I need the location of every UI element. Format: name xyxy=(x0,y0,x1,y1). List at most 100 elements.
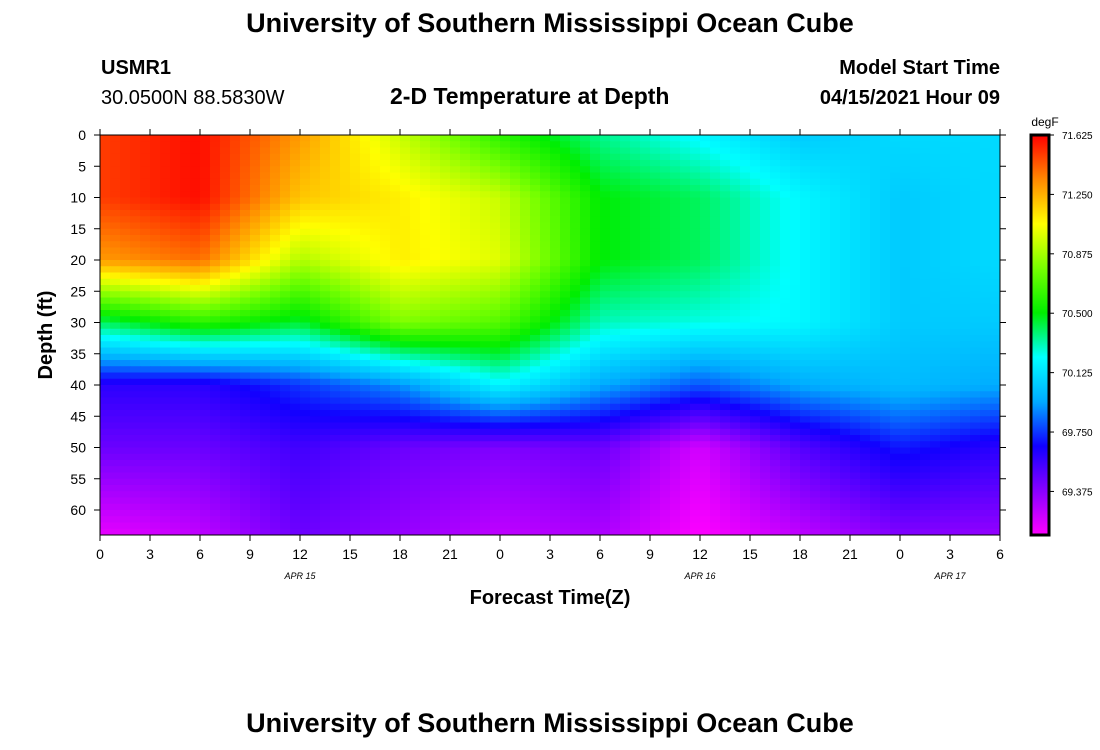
heatmap-cell xyxy=(460,335,471,342)
heatmap-cell xyxy=(220,460,231,467)
heatmap-cell xyxy=(990,416,1000,424)
heatmap-cell xyxy=(330,260,341,267)
heatmap-cell xyxy=(180,316,191,324)
heatmap-cell xyxy=(980,185,991,192)
heatmap-cell xyxy=(660,260,671,267)
heatmap-cell xyxy=(220,141,231,149)
heatmap-cell xyxy=(380,360,391,367)
heatmap-cell xyxy=(610,341,621,349)
heatmap-cell xyxy=(690,316,701,324)
heatmap-cell xyxy=(340,378,351,386)
heatmap-cell xyxy=(730,466,741,474)
heatmap-cell xyxy=(620,191,631,199)
heatmap-cell xyxy=(290,310,301,317)
heatmap-cell xyxy=(630,197,641,205)
heatmap-cell xyxy=(240,260,251,267)
heatmap-cell xyxy=(190,285,201,292)
heatmap-cell xyxy=(400,322,411,330)
heatmap-cell xyxy=(350,378,361,386)
heatmap-cell xyxy=(100,135,111,142)
heatmap-cell xyxy=(430,360,441,367)
heatmap-cell xyxy=(250,153,261,161)
heatmap-cell xyxy=(990,222,1000,230)
heatmap-cell xyxy=(390,428,401,436)
heatmap-cell xyxy=(870,147,881,155)
heatmap-cell xyxy=(460,347,471,355)
heatmap-cell xyxy=(230,303,241,311)
heatmap-cell xyxy=(300,141,311,149)
heatmap-cell xyxy=(850,397,861,405)
heatmap-cell xyxy=(540,310,551,317)
heatmap-cell xyxy=(930,347,941,355)
heatmap-cell xyxy=(940,316,951,324)
heatmap-cell xyxy=(610,153,621,161)
heatmap-cell xyxy=(420,422,431,430)
heatmap-cell xyxy=(900,360,911,367)
heatmap-cell xyxy=(800,466,811,474)
heatmap-cell xyxy=(520,353,531,361)
heatmap-cell xyxy=(310,266,321,274)
heatmap-cell xyxy=(440,372,451,380)
heatmap-cell xyxy=(960,360,971,367)
heatmap-cell xyxy=(780,197,791,205)
heatmap-cell xyxy=(100,335,111,342)
heatmap-cell xyxy=(730,160,741,167)
heatmap-cell xyxy=(590,266,601,274)
heatmap-cell xyxy=(160,453,171,461)
heatmap-cell xyxy=(840,453,851,461)
heatmap-cell xyxy=(300,303,311,311)
heatmap-cell xyxy=(540,391,551,399)
heatmap-cell xyxy=(920,403,931,411)
heatmap-cell xyxy=(310,385,321,392)
heatmap-cell xyxy=(990,178,1000,186)
heatmap-cell xyxy=(400,385,411,392)
heatmap-cell xyxy=(300,172,311,180)
heatmap-cell xyxy=(350,253,361,261)
heatmap-cell xyxy=(410,166,421,174)
heatmap-cell xyxy=(890,472,901,480)
heatmap-cell xyxy=(870,247,881,255)
heatmap-cell xyxy=(280,210,291,217)
heatmap-cell xyxy=(260,322,271,330)
heatmap-cell xyxy=(220,422,231,430)
heatmap-cell xyxy=(910,403,921,411)
heatmap-cell xyxy=(200,297,211,305)
heatmap-cell xyxy=(230,272,241,280)
heatmap-cell xyxy=(610,272,621,280)
heatmap-cell xyxy=(860,322,871,330)
heatmap-cell xyxy=(730,222,741,230)
heatmap-cell xyxy=(590,466,601,474)
heatmap-cell xyxy=(880,316,891,324)
heatmap-cell xyxy=(980,153,991,161)
heatmap-cell xyxy=(640,391,651,399)
heatmap-cell xyxy=(110,316,121,324)
heatmap-cell xyxy=(920,297,931,305)
heatmap-cell xyxy=(240,328,251,336)
heatmap-cell xyxy=(590,203,601,211)
heatmap-cell xyxy=(830,166,841,174)
heatmap-cell xyxy=(630,247,641,255)
heatmap-cell xyxy=(520,453,531,461)
heatmap-cell xyxy=(100,341,111,349)
heatmap-cell xyxy=(790,153,801,161)
heatmap-cell xyxy=(250,197,261,205)
heatmap-cell xyxy=(420,203,431,211)
heatmap-cell xyxy=(540,191,551,199)
heatmap-cell xyxy=(540,185,551,192)
heatmap-cell xyxy=(450,403,461,411)
heatmap-cell xyxy=(730,241,741,249)
heatmap-cell xyxy=(860,391,871,399)
heatmap-cell xyxy=(290,472,301,480)
heatmap-cell xyxy=(540,441,551,449)
heatmap-cell xyxy=(530,235,541,242)
heatmap-cell xyxy=(230,397,241,405)
heatmap-cell xyxy=(280,372,291,380)
heatmap-cell xyxy=(840,291,851,299)
heatmap-cell xyxy=(880,447,891,455)
heatmap-cell xyxy=(770,335,781,342)
heatmap-cell xyxy=(860,347,871,355)
heatmap-cell xyxy=(680,372,691,380)
heatmap-cell xyxy=(960,172,971,180)
heatmap-cell xyxy=(150,191,161,199)
heatmap-cell xyxy=(420,160,431,167)
